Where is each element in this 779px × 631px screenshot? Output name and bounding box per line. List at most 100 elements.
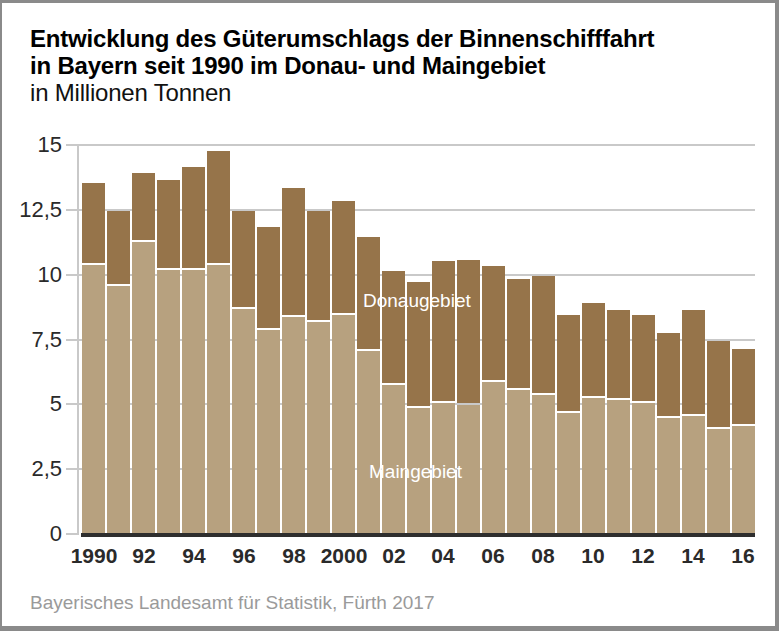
bar-2010	[582, 145, 605, 535]
x-tick-label: 96	[232, 544, 255, 568]
source-text: Bayerisches Landesamt für Statistik, Für…	[30, 592, 434, 614]
bar-segment-donaugebiet	[657, 333, 680, 416]
bar-1997	[257, 145, 280, 535]
bar-segment-maingebiet	[707, 429, 730, 535]
x-tick-label: 94	[182, 544, 205, 568]
x-tick-label: 10	[581, 544, 604, 568]
series-label-maingebiet: Maingebiet	[369, 461, 462, 483]
bar-segment-maingebiet	[657, 418, 680, 535]
bar-segment-maingebiet	[332, 315, 355, 535]
bar-segment-donaugebiet	[182, 167, 205, 268]
bar-segment-maingebiet	[507, 390, 530, 535]
bar-segment-maingebiet	[357, 351, 380, 535]
bar-2015	[707, 145, 730, 535]
bar-segment-donaugebiet	[332, 201, 355, 313]
bar-2007	[507, 145, 530, 535]
bar-segment-donaugebiet	[457, 260, 480, 403]
bar-segment-maingebiet	[107, 286, 130, 535]
y-tick-label: 2,5	[2, 458, 62, 480]
bar-segment-donaugebiet	[607, 310, 630, 398]
x-tick-label: 12	[631, 544, 654, 568]
bar-2014	[682, 145, 705, 535]
bar-segment-maingebiet	[282, 317, 305, 535]
bar-segment-donaugebiet	[307, 211, 330, 320]
x-tick-label: 06	[481, 544, 504, 568]
chart-title-block: Entwicklung des Güterumschlags der Binne…	[30, 25, 654, 106]
bar-1999	[307, 145, 330, 535]
title-line-1: Entwicklung des Güterumschlags der Binne…	[30, 25, 654, 52]
chart-frame: Entwicklung des Güterumschlags der Binne…	[0, 0, 779, 631]
y-tick-label: 7,5	[2, 329, 62, 351]
x-tick-label: 14	[681, 544, 704, 568]
bar-segment-maingebiet	[632, 403, 655, 535]
bar-2006	[482, 145, 505, 535]
y-tick-mark	[66, 144, 77, 146]
y-tick-label: 0	[2, 523, 62, 545]
chart-subtitle: in Millionen Tonnen	[30, 79, 654, 106]
bar-1996	[232, 145, 255, 535]
bar-2008	[532, 145, 555, 535]
y-tick-mark	[66, 274, 77, 276]
bar-1993	[157, 145, 180, 535]
x-tick-label: 04	[431, 544, 454, 568]
bar-segment-maingebiet	[307, 322, 330, 535]
y-tick-mark	[66, 209, 77, 211]
y-tick-label: 10	[2, 264, 62, 286]
bar-segment-maingebiet	[232, 309, 255, 535]
y-tick-mark	[66, 533, 77, 535]
bar-segment-maingebiet	[257, 330, 280, 535]
bar-segment-maingebiet	[482, 382, 505, 535]
bar-segment-maingebiet	[207, 265, 230, 535]
bar-2000	[332, 145, 355, 535]
bar-2016	[732, 145, 755, 535]
bar-2013	[657, 145, 680, 535]
bar-segment-maingebiet	[732, 426, 755, 535]
bar-segment-donaugebiet	[257, 227, 280, 328]
x-tick-label: 98	[282, 544, 305, 568]
bar-segment-maingebiet	[382, 385, 405, 535]
bar-segment-donaugebiet	[282, 188, 305, 315]
bar-segment-donaugebiet	[732, 349, 755, 424]
y-tick-label: 12,5	[2, 199, 62, 221]
bar-segment-donaugebiet	[557, 315, 580, 411]
bar-segment-donaugebiet	[532, 276, 555, 393]
bar-2011	[607, 145, 630, 535]
y-tick-mark	[66, 339, 77, 341]
x-tick-label: 02	[382, 544, 405, 568]
x-tick-label: 08	[531, 544, 554, 568]
x-tick-label: 2000	[321, 544, 368, 568]
bar-segment-maingebiet	[582, 398, 605, 535]
bar-segment-donaugebiet	[482, 266, 505, 380]
bar-segment-donaugebiet	[382, 271, 405, 383]
bar-segment-maingebiet	[607, 400, 630, 535]
bar-segment-donaugebiet	[632, 315, 655, 401]
bar-segment-donaugebiet	[582, 303, 605, 396]
bar-2009	[557, 145, 580, 535]
bar-1990	[82, 145, 105, 535]
x-tick-label: 92	[132, 544, 155, 568]
bar-segment-maingebiet	[157, 270, 180, 535]
bar-1998	[282, 145, 305, 535]
y-tick-label: 5	[2, 393, 62, 415]
bar-segment-maingebiet	[682, 416, 705, 535]
y-tick-label: 15	[2, 134, 62, 156]
bar-1992	[132, 145, 155, 535]
bar-segment-donaugebiet	[707, 341, 730, 427]
bar-segment-donaugebiet	[207, 151, 230, 263]
bar-1994	[182, 145, 205, 535]
bar-segment-maingebiet	[557, 413, 580, 535]
bar-2012	[632, 145, 655, 535]
x-tick-label: 16	[731, 544, 754, 568]
x-axis-line	[81, 533, 755, 537]
bar-segment-donaugebiet	[507, 279, 530, 388]
series-label-donaugebiet: Donaugebiet	[363, 290, 471, 312]
bar-segment-donaugebiet	[157, 180, 180, 268]
bar-1991	[107, 145, 130, 535]
bar-segment-donaugebiet	[232, 211, 255, 307]
bar-segment-donaugebiet	[432, 261, 455, 401]
bar-segment-donaugebiet	[682, 310, 705, 414]
bar-segment-donaugebiet	[107, 211, 130, 284]
y-tick-mark	[66, 403, 77, 405]
bar-1995	[207, 145, 230, 535]
title-line-2: in Bayern seit 1990 im Donau- und Mainge…	[30, 52, 654, 79]
